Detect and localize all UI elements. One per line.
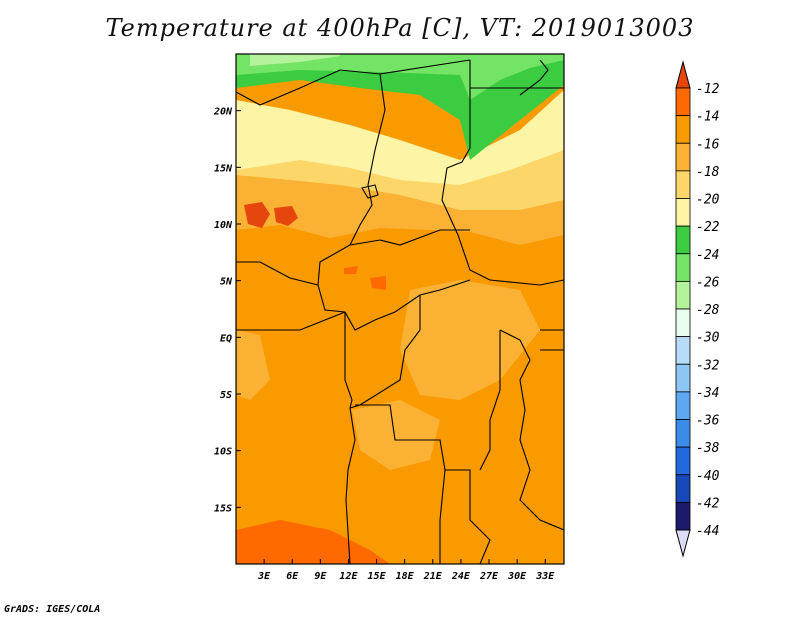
y-tick-label: EQ [220, 333, 232, 344]
x-tick-label: 3E [257, 571, 271, 582]
colorbar-segment [675, 280, 691, 310]
colorbar-label: -40 [696, 469, 720, 484]
colorbar-segment [675, 225, 691, 255]
x-tick-label: 30E [507, 571, 527, 582]
colorbar-label: -16 [696, 137, 720, 152]
colorbar-label: -22 [696, 220, 720, 235]
colorbar-label: -32 [696, 358, 720, 373]
x-tick-label: 12E [339, 571, 358, 582]
y-tick-label: 10N [214, 220, 233, 231]
colorbar-label: -18 [696, 165, 720, 180]
colorbar-label: -14 [696, 110, 719, 125]
x-tick-label: 24E [451, 571, 471, 582]
colorbar-label: -42 [696, 496, 720, 511]
colorbar-segment [675, 391, 691, 420]
y-tick-label: 20N [213, 107, 233, 118]
y-axis-ticks: 20N 15N 10N 5N EQ 5S 10S 15S [213, 107, 241, 514]
x-tick-label: 33E [535, 571, 555, 582]
x-tick-label: 27E [479, 571, 499, 582]
colorbar-segment [675, 336, 691, 365]
colorbar-label: -24 [696, 248, 719, 263]
colorbar-segment [675, 446, 691, 476]
colorbar-segment [675, 419, 691, 448]
x-tick-label: 9E [314, 571, 327, 582]
colorbar-label: -26 [696, 275, 720, 290]
colorbar-segment [675, 501, 691, 531]
colorbar-segment [675, 474, 691, 503]
colorbar-label: -38 [696, 441, 720, 456]
grads-credit: GrADS: IGES/COLA [4, 604, 101, 615]
colorbar-segment [675, 198, 691, 227]
y-tick-label: 10S [214, 447, 232, 458]
y-tick-label: 5N [220, 277, 233, 288]
colorbar: -12 -14 -16 -18 -20 -22 -24 -26 -28 -30 -32 -34 -36 -… [675, 60, 720, 558]
x-tick-label: 21E [423, 571, 443, 582]
x-tick-label: 6E [286, 571, 299, 582]
colorbar-label: -30 [696, 331, 720, 346]
colorbar-segment [675, 142, 691, 172]
colorbar-segment [675, 87, 691, 117]
colorbar-bottom-arrow [675, 529, 691, 558]
colorbar-segment [675, 253, 691, 282]
colorbar-label: -34 [696, 386, 719, 401]
y-tick-label: 5S [220, 390, 232, 401]
x-axis-ticks: 3E 6E 9E 12E 15E 18E 21E 24E 27E 30E 33E [257, 559, 555, 582]
colorbar-label: -44 [696, 524, 719, 539]
country-borders [236, 59, 564, 564]
colorbar-segment [675, 115, 691, 144]
map-title: Temperature at 400hPa [C], VT: 201901300… [105, 14, 695, 42]
colorbar-top-arrow [675, 60, 691, 89]
y-tick-label: 15N [214, 163, 233, 174]
x-tick-label: 15E [368, 571, 387, 582]
colorbar-segment [675, 170, 691, 199]
colorbar-segment [675, 363, 691, 393]
colorbar-label: -20 [696, 193, 720, 208]
colorbar-segment [675, 308, 691, 338]
y-tick-label: 15S [214, 503, 232, 514]
colorbar-label: -36 [696, 414, 720, 429]
colorbar-label: -28 [696, 303, 720, 318]
x-tick-label: 18E [396, 571, 415, 582]
colorbar-label: -12 [696, 82, 720, 97]
